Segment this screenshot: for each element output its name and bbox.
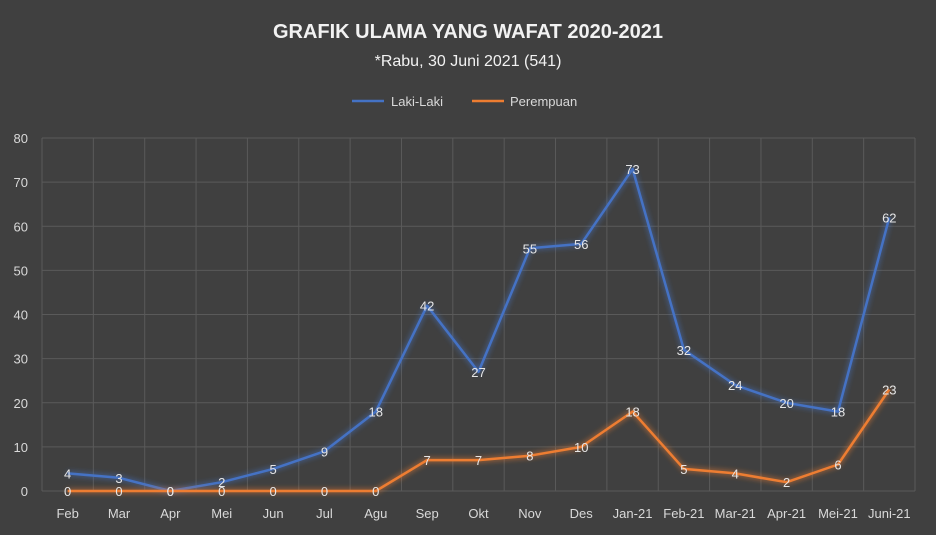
data-label-laki-laki: 32: [677, 343, 691, 358]
data-label-laki-laki: 2: [218, 475, 225, 490]
y-tick-label: 50: [14, 263, 28, 278]
data-label-perempuan: 2: [783, 475, 790, 490]
data-label-laki-laki: 62: [882, 210, 896, 225]
data-label-laki-laki: 3: [115, 471, 122, 486]
x-tick-label: Mar: [108, 506, 131, 521]
x-tick-label: Agu: [364, 506, 387, 521]
data-label-perempuan: 0: [167, 484, 174, 499]
legend-label-perempuan: Perempuan: [510, 94, 577, 109]
data-label-perempuan: 4: [732, 466, 739, 481]
x-tick-label: Sep: [416, 506, 439, 521]
data-label-perempuan: 0: [64, 484, 71, 499]
x-tick-label: Jul: [316, 506, 333, 521]
data-label-laki-laki: 73: [625, 162, 639, 177]
x-tick-label: Mei-21: [818, 506, 858, 521]
data-label-perempuan: 6: [834, 458, 841, 473]
data-label-laki-laki: 27: [471, 365, 485, 380]
chart-title: GRAFIK ULAMA YANG WAFAT 2020-2021: [273, 21, 663, 43]
data-label-laki-laki: 42: [420, 299, 434, 314]
x-tick-label: Apr: [160, 506, 181, 521]
series-line-perempuan: [67, 388, 891, 493]
data-label-laki-laki: 0: [167, 484, 174, 499]
data-label-laki-laki: 55: [523, 241, 537, 256]
data-label-laki-laki: 5: [269, 462, 276, 477]
y-tick-label: 10: [14, 440, 28, 455]
y-tick-label: 70: [14, 175, 28, 190]
data-label-perempuan: 23: [882, 383, 896, 398]
data-label-perempuan: 10: [574, 440, 588, 455]
data-label-perempuan: 0: [321, 484, 328, 499]
data-label-perempuan: 0: [269, 484, 276, 499]
y-tick-label: 0: [21, 484, 28, 499]
data-label-perempuan: 0: [372, 484, 379, 499]
data-label-laki-laki: 56: [574, 237, 588, 252]
data-label-laki-laki: 18: [831, 405, 845, 420]
data-label-laki-laki: 20: [779, 396, 793, 411]
x-tick-label: Jan-21: [613, 506, 653, 521]
y-tick-label: 40: [14, 308, 28, 323]
legend: Laki-Laki Perempuan: [352, 94, 577, 109]
x-tick-label: Feb: [56, 506, 78, 521]
data-label-perempuan: 18: [625, 405, 639, 420]
legend-label-laki-laki: Laki-Laki: [391, 94, 443, 109]
x-tick-label: Jun: [263, 506, 284, 521]
data-label-perempuan: 0: [115, 484, 122, 499]
chart-subtitle: *Rabu, 30 Juni 2021 (541): [375, 53, 562, 70]
data-label-perempuan: 8: [526, 449, 533, 464]
y-tick-label: 60: [14, 219, 28, 234]
x-tick-label: Mei: [211, 506, 232, 521]
data-label-perempuan: 0: [218, 484, 225, 499]
data-label-perempuan: 5: [680, 462, 687, 477]
series-line-laki-laki: [67, 167, 891, 493]
data-label-laki-laki: 24: [728, 378, 742, 393]
data-label-perempuan: 7: [475, 453, 482, 468]
y-tick-label: 30: [14, 352, 28, 367]
x-tick-label: Feb-21: [663, 506, 704, 521]
data-label-laki-laki: 9: [321, 444, 328, 459]
y-tick-label: 20: [14, 396, 28, 411]
data-label-perempuan: 7: [424, 453, 431, 468]
x-tick-label: Mar-21: [715, 506, 756, 521]
data-label-laki-laki: 18: [369, 405, 383, 420]
y-tick-label: 80: [14, 131, 28, 146]
x-tick-label: Nov: [518, 506, 542, 521]
data-label-laki-laki: 4: [64, 466, 71, 481]
x-tick-label: Juni-21: [868, 506, 911, 521]
x-tick-label: Okt: [468, 506, 489, 521]
x-tick-label: Des: [570, 506, 594, 521]
x-tick-label: Apr-21: [767, 506, 806, 521]
